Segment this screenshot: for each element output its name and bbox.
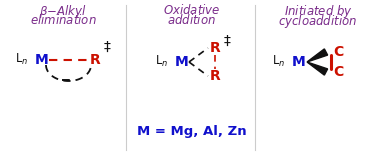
Text: $\mathit{Oxidative}$: $\mathit{Oxidative}$ [163, 3, 221, 17]
Text: $\mathit{addition}$: $\mathit{addition}$ [167, 13, 217, 27]
Polygon shape [307, 49, 328, 62]
Polygon shape [307, 62, 328, 75]
Text: $\beta$$\mathit{-Alkyl}$: $\beta$$\mathit{-Alkyl}$ [39, 3, 87, 20]
Text: C: C [333, 65, 343, 79]
Text: M = Mg, Al, Zn: M = Mg, Al, Zn [137, 125, 247, 139]
Text: R: R [90, 53, 101, 67]
Text: L$_n$: L$_n$ [15, 52, 28, 67]
Text: R: R [210, 41, 220, 55]
Text: $\mathit{cycloaddition}$: $\mathit{cycloaddition}$ [278, 13, 358, 30]
Text: M: M [292, 55, 306, 69]
Text: M: M [175, 55, 189, 69]
Text: M: M [35, 53, 49, 67]
Text: $\ddagger$: $\ddagger$ [223, 34, 231, 48]
Text: $\mathit{Initiated\ by}$: $\mathit{Initiated\ by}$ [284, 3, 352, 20]
Text: L$_n$: L$_n$ [155, 53, 168, 68]
Text: C: C [333, 45, 343, 59]
Text: L$_n$: L$_n$ [272, 53, 285, 68]
Text: $\ddagger$: $\ddagger$ [103, 40, 112, 54]
Text: R: R [210, 69, 220, 83]
Text: $\mathit{elimination}$: $\mathit{elimination}$ [29, 13, 96, 27]
